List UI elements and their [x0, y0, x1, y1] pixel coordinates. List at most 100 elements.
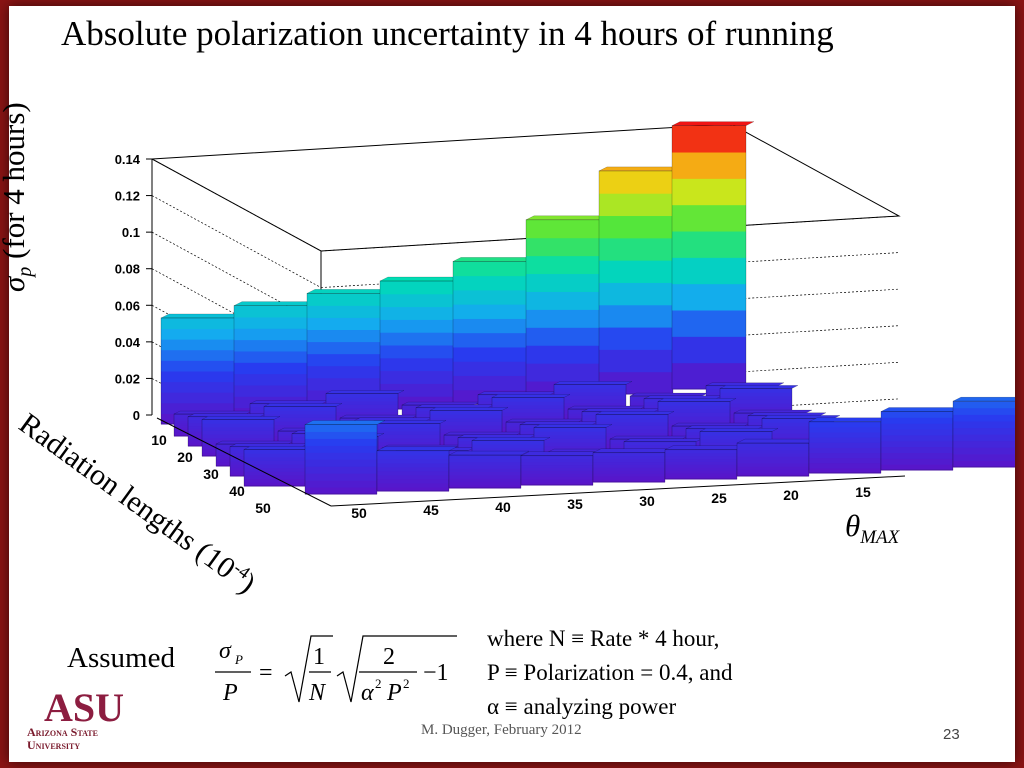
front-row-bar-face	[449, 474, 521, 479]
mid-row-bar-face	[264, 410, 336, 415]
assumed-label: Assumed	[67, 642, 175, 674]
front-row-bar-face	[593, 479, 665, 483]
front-row-bar-face	[737, 462, 809, 467]
back-row-bar-top	[306, 289, 390, 294]
front-row-bar-face	[881, 417, 953, 424]
front-row-bar-face	[521, 464, 593, 468]
svg-text:−1: −1	[423, 660, 449, 686]
back-row-bar-face	[526, 291, 600, 310]
front-row-bar-face	[593, 470, 665, 474]
mid-row-bar-face	[596, 429, 668, 434]
front-row-bar-face	[521, 473, 593, 477]
mid-row-bar-face	[554, 388, 626, 393]
front-row-bar-face	[953, 434, 1015, 442]
mid-row-bar-face	[202, 437, 274, 442]
front-row-bar-face	[953, 447, 1015, 455]
front-row-bar-face	[521, 461, 593, 466]
front-row-bar-face	[377, 462, 449, 468]
back-row-bar-face	[672, 178, 746, 206]
back-row-bar-top	[525, 215, 609, 221]
front-row-bar-face	[377, 474, 449, 480]
mid-row-bar-face	[762, 429, 834, 434]
mid-row-bar-face	[472, 447, 544, 452]
mid-row-bar-face	[326, 408, 398, 413]
back-row-bar-face	[453, 361, 527, 376]
front-row-bar-face	[377, 470, 449, 476]
back-row-bar-face	[234, 316, 308, 329]
front-row-bar-face	[881, 423, 953, 430]
mid-row-bar-face	[368, 438, 440, 443]
slide-title: Absolute polarization uncertainty in 4 h…	[61, 14, 834, 53]
back-row-bar-face	[307, 317, 381, 331]
mid-row-bar-face	[658, 408, 730, 413]
back-row-bar-face	[599, 237, 673, 261]
mid-row-bar-face	[492, 401, 564, 406]
front-row-bar-top	[808, 417, 890, 423]
front-row-bar-face	[737, 456, 809, 461]
x-axis-line	[330, 475, 906, 507]
z-tick-label: 0.12	[115, 189, 140, 204]
x-tick-label: 25	[711, 490, 727, 506]
front-row-bar-face	[953, 460, 1015, 468]
back-row-bar-face	[672, 283, 746, 311]
mid-row-bar-face	[658, 401, 730, 406]
front-row-bar-top	[592, 448, 674, 453]
mid-row-bar-face	[368, 434, 440, 439]
mid-row-bar-face	[244, 471, 316, 476]
back-row-bar-face	[161, 392, 235, 404]
front-row-bar-face	[521, 479, 593, 483]
svg-text:2: 2	[383, 644, 395, 670]
back-row-bar-face	[599, 327, 673, 350]
front-row-bar-face	[449, 468, 521, 473]
mid-row-bar-top	[553, 381, 633, 385]
mid-row-bar-face	[244, 464, 316, 469]
mid-row-bar-face	[658, 419, 730, 424]
front-row-bar-face	[809, 437, 881, 443]
mid-row-bar-top	[491, 394, 571, 398]
theta-symbol: θ	[845, 508, 861, 543]
mid-row-bar-face	[202, 434, 274, 439]
back-row-bar-face	[453, 346, 527, 362]
back-row-bar-face	[161, 381, 235, 393]
back-wall-top-edge	[150, 123, 901, 252]
mid-row-bar-face	[326, 397, 398, 402]
mid-row-bar-face	[534, 431, 606, 436]
mid-row-bar-face	[658, 416, 730, 421]
mid-row-bar-face	[430, 428, 502, 433]
svg-text:2: 2	[403, 676, 410, 691]
front-row-bar-face	[809, 421, 881, 428]
back-row-bar-top	[598, 166, 682, 172]
mid-row-bar-face	[326, 400, 398, 405]
mid-row-bar-face	[762, 433, 834, 438]
z-axis-label: σp (for 4 hours)	[0, 0, 37, 292]
mid-row-bar-face	[700, 438, 772, 443]
mid-row-bar-face	[264, 424, 336, 429]
front-row-bar-face	[449, 481, 521, 486]
front-row-bar-face	[449, 461, 521, 466]
mid-row-bar-face	[534, 434, 606, 439]
note-line-1: where N ≡ Rate * 4 hour,	[487, 626, 720, 651]
x-tick-label: 15	[855, 484, 871, 500]
front-row-bar-face	[953, 420, 1015, 429]
mid-row-bar-face	[624, 441, 696, 446]
back-row-bar-face	[161, 370, 235, 383]
front-row-bar-face	[665, 455, 737, 460]
back-row-bar-face	[380, 332, 454, 346]
mid-row-bar-face	[534, 438, 606, 443]
front-row-bar-face	[737, 466, 809, 470]
back-row-bar-face	[380, 293, 454, 308]
note-line-2: P ≡ Polarization = 0.4, and	[487, 660, 733, 685]
mid-row-bar-face	[472, 440, 544, 445]
front-row-bar-face	[593, 452, 665, 457]
back-row-bar-face	[161, 317, 235, 330]
front-row-bar-top	[664, 445, 746, 450]
mid-row-bar-face	[264, 406, 336, 411]
mid-row-bar-top	[719, 385, 799, 389]
front-row-bar-face	[737, 469, 809, 474]
mid-row-bar-face	[554, 391, 626, 396]
back-row-bar-face	[453, 289, 527, 305]
mid-row-bar-face	[554, 402, 626, 407]
back-row-bar-face	[307, 293, 381, 306]
mid-row-bar-face	[326, 404, 398, 409]
back-row-bar-face	[234, 339, 308, 352]
